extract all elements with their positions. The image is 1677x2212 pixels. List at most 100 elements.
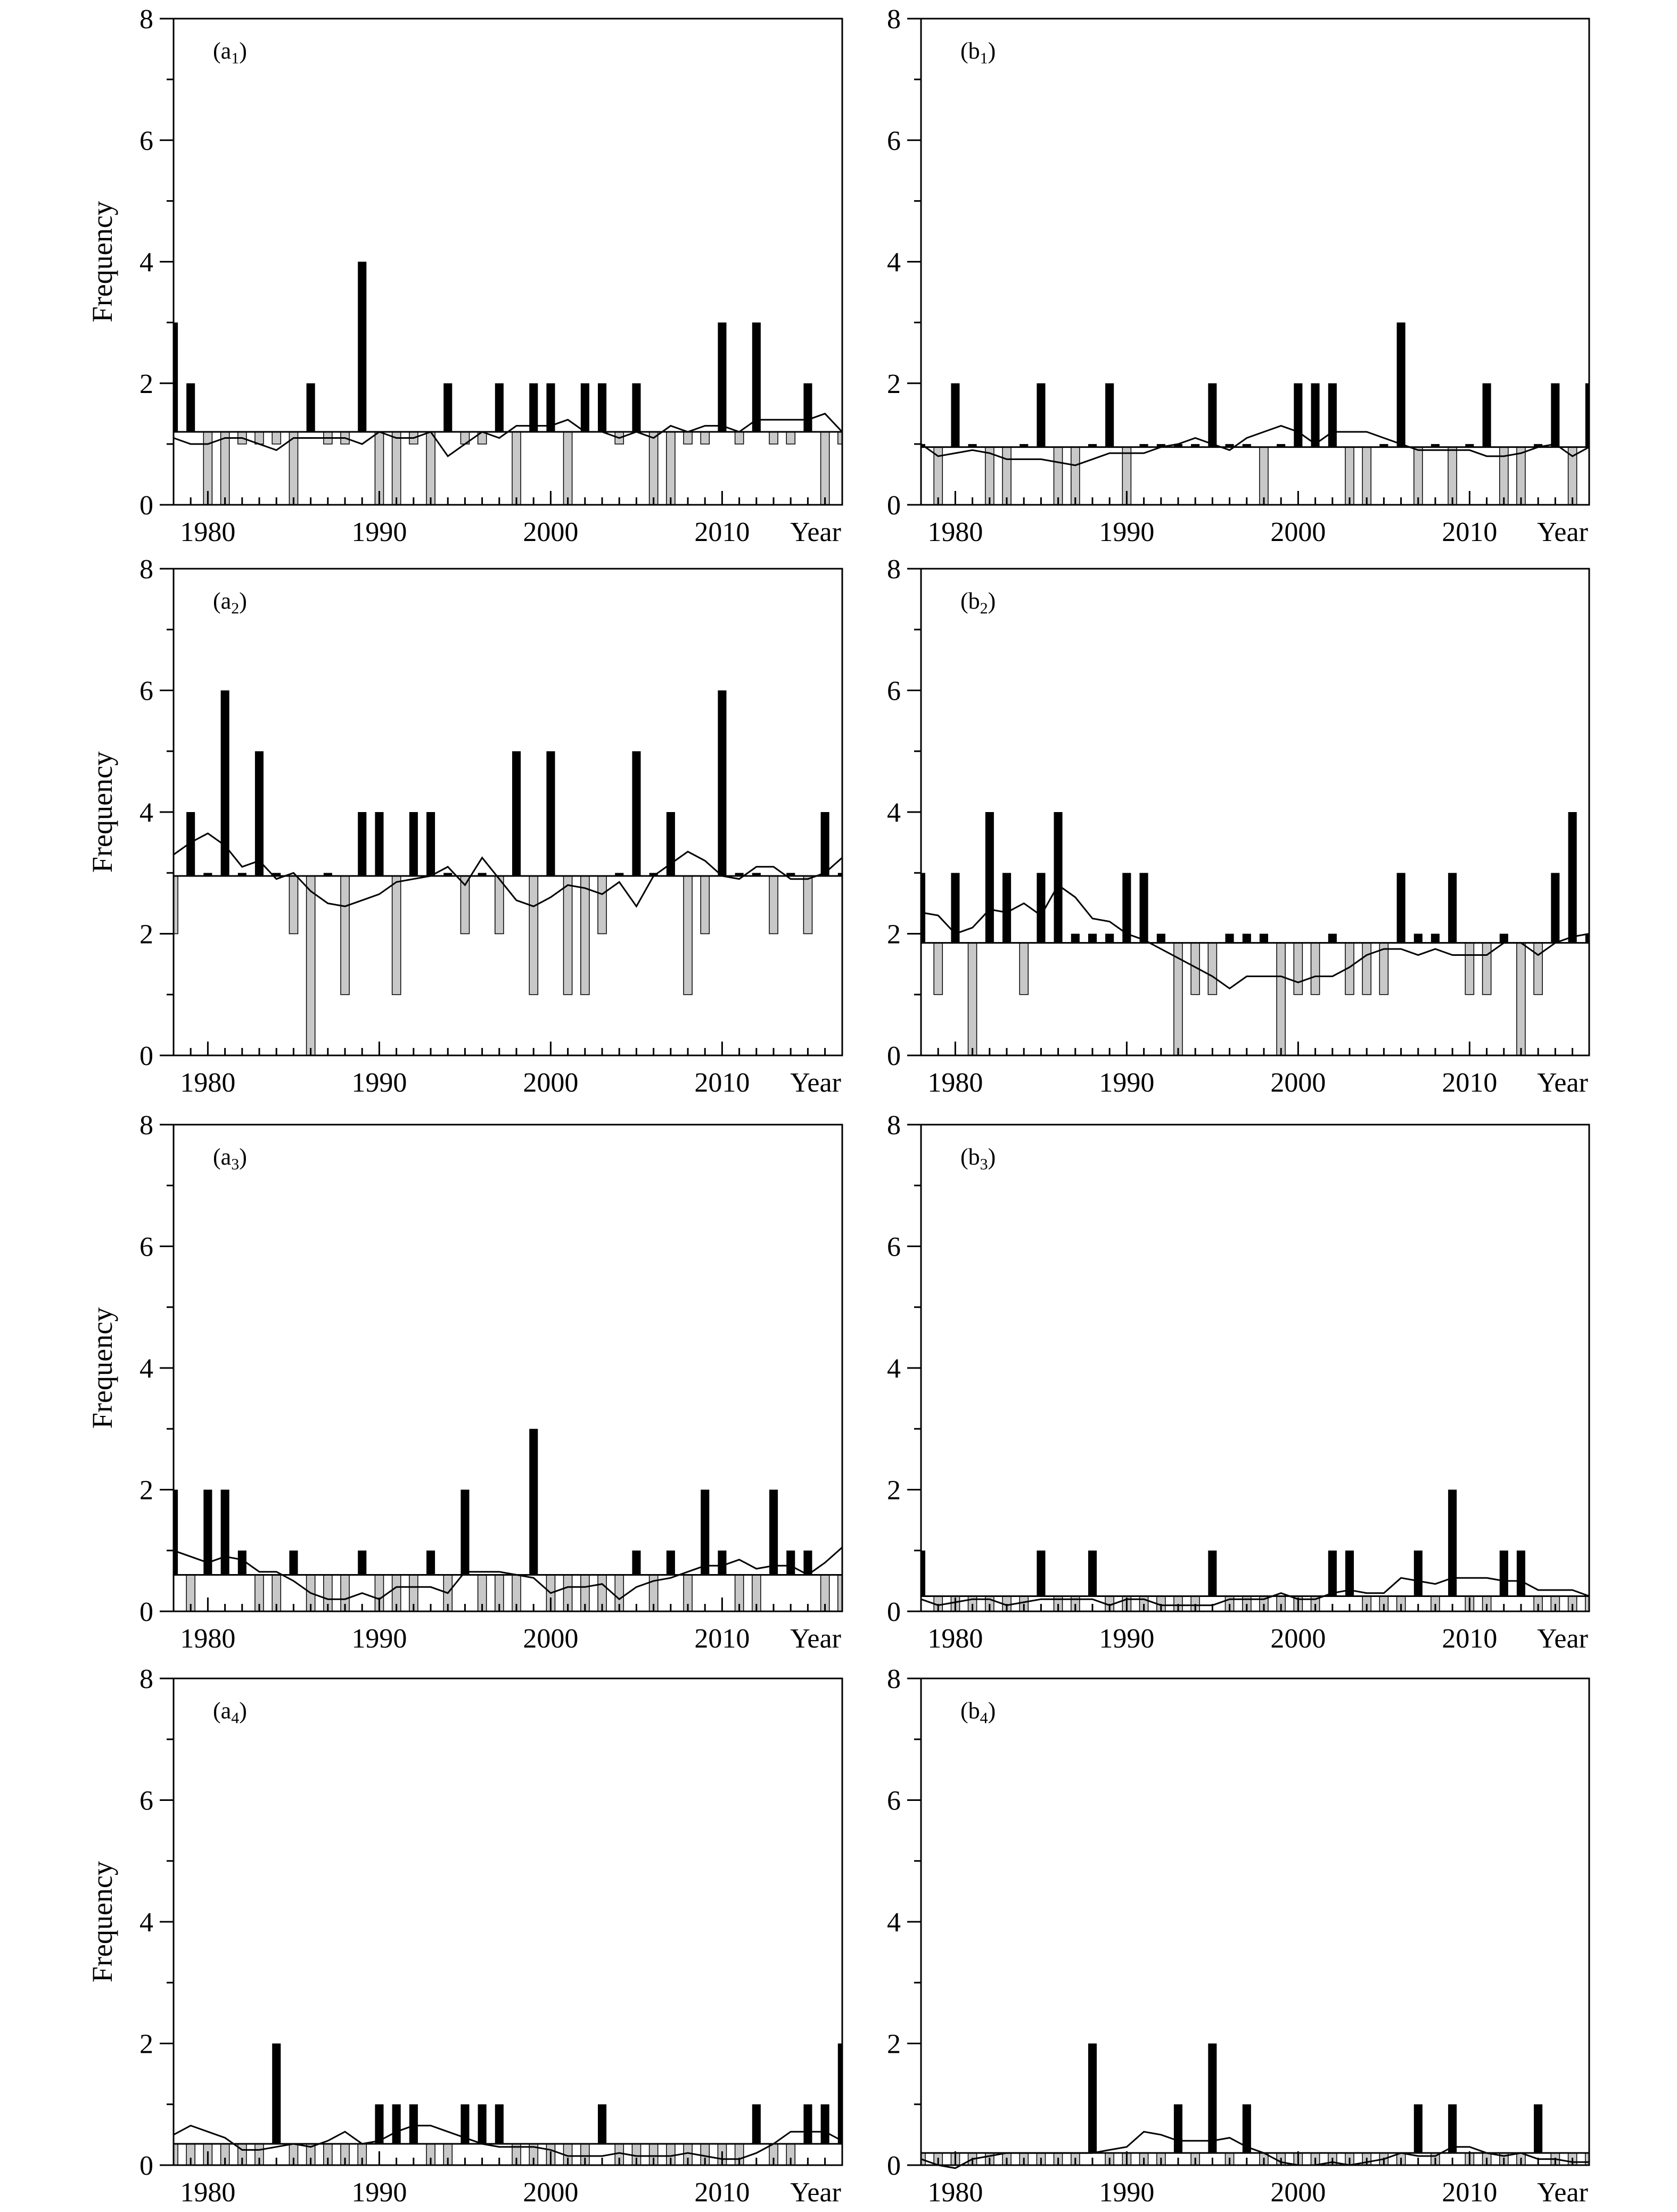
- y-tick-label: 2: [139, 369, 153, 399]
- x-tick-label: 2000: [1270, 1624, 1326, 1654]
- bar-1993: [1173, 444, 1182, 447]
- bar-1979: [186, 383, 195, 432]
- x-axis-title: Year: [790, 517, 841, 547]
- panel-label-main: (a: [213, 38, 231, 64]
- x-tick-label: 2000: [523, 1624, 578, 1654]
- bar-1997: [1242, 2104, 1251, 2153]
- bar-1981: [220, 690, 229, 876]
- bar-1999: [1276, 942, 1286, 1056]
- y-tick-label: 0: [139, 1597, 153, 1627]
- panel-label-main: (b: [960, 1698, 980, 1724]
- plot-frame: [172, 568, 843, 1056]
- bar-1989: [1105, 383, 1114, 447]
- panel-label-close: ): [988, 38, 996, 64]
- bar-2005: [632, 1550, 641, 1575]
- panel-label: (a4): [213, 1698, 247, 1727]
- bar-2002: [1328, 1550, 1337, 1596]
- y-tick-label: 8: [139, 1110, 153, 1141]
- y-tick-label: 8: [887, 1110, 901, 1141]
- bar-2003: [597, 875, 607, 935]
- panel-label-sub: 3: [980, 1156, 988, 1173]
- bar-1998: [1259, 446, 1269, 505]
- y-tick-label: 4: [887, 248, 901, 278]
- bar-1979: [186, 812, 195, 876]
- y-tick-label: 4: [139, 248, 153, 278]
- bar-1984: [272, 2043, 281, 2144]
- bar-1982: [237, 1550, 246, 1575]
- bar-1981: [220, 431, 230, 505]
- bar-1992: [1156, 933, 1165, 943]
- bar-1987: [1071, 933, 1080, 943]
- bar-1989: [1105, 933, 1114, 943]
- bar-2015: [1551, 873, 1560, 943]
- panel-label-close: ): [239, 588, 247, 614]
- panel-label-sub: 1: [231, 50, 239, 67]
- bar-2016: [1568, 812, 1577, 943]
- y-tick-label: 0: [887, 490, 901, 521]
- x-axis-title: Year: [790, 1624, 841, 1654]
- bar-2007: [1413, 933, 1423, 943]
- y-axis-title: Frequency: [86, 751, 118, 873]
- panel-label-sub: 3: [231, 1156, 239, 1173]
- bar-1980: [951, 873, 960, 943]
- x-tick-label: 1980: [927, 1068, 983, 1098]
- x-tick-label: 1990: [351, 2177, 407, 2208]
- bar-1988: [1088, 2043, 1097, 2153]
- panel-label-main: (a: [213, 1144, 231, 1170]
- y-tick-label: 2: [139, 920, 153, 950]
- bar-1980: [951, 383, 960, 447]
- bar-2011: [1482, 383, 1491, 447]
- bar-1985: [289, 1550, 298, 1575]
- y-tick-label: 2: [139, 2029, 153, 2060]
- bar-1999: [529, 875, 539, 995]
- bar-2011: [1482, 942, 1492, 995]
- bar-2014: [1534, 2104, 1543, 2153]
- x-tick-label: 1990: [1099, 1624, 1154, 1654]
- bar-2014: [1533, 942, 1543, 995]
- trend-line: [173, 1546, 843, 1601]
- bar-2006: [648, 431, 659, 505]
- bar-1983: [254, 751, 264, 876]
- x-tick-label: 1980: [180, 2177, 235, 2208]
- bar-1991: [1139, 444, 1148, 447]
- bar-2002: [580, 383, 589, 432]
- bar-2007: [1413, 1550, 1423, 1596]
- trend-line: [173, 832, 843, 908]
- plot-frame: [172, 1124, 843, 1612]
- bar-1980: [203, 1489, 212, 1575]
- bar-1986: [306, 875, 316, 1056]
- y-tick-label: 2: [887, 1476, 901, 1506]
- bar-2013: [1516, 446, 1526, 505]
- bar-1997: [1242, 933, 1251, 943]
- bar-1984: [272, 431, 282, 445]
- panel-label-main: (b: [960, 38, 980, 64]
- panel-label-sub: 1: [980, 50, 988, 67]
- bar-2013: [769, 431, 778, 445]
- panel-label-close: ): [988, 1698, 996, 1724]
- y-tick-label: 8: [139, 4, 153, 35]
- x-tick-label: 2010: [1442, 517, 1497, 547]
- bar-2009: [1448, 446, 1457, 505]
- bar-1994: [443, 873, 453, 876]
- bar-1991: [392, 2104, 401, 2144]
- bar-2014: [1534, 444, 1543, 447]
- x-tick-label: 2000: [1270, 1068, 1326, 1098]
- x-axis-title: Year: [1537, 517, 1588, 547]
- bar-2001: [1310, 942, 1320, 995]
- trend-line: [920, 883, 1590, 990]
- x-tick-label: 2000: [523, 2177, 578, 2208]
- bar-2010: [1465, 444, 1474, 447]
- bar-1986: [1054, 812, 1063, 943]
- bar-1982: [985, 446, 994, 505]
- bar-2004: [1362, 942, 1371, 995]
- bar-1997: [495, 383, 504, 432]
- y-tick-label: 4: [139, 1354, 153, 1384]
- bar-1981: [220, 1489, 229, 1575]
- y-tick-label: 8: [887, 1664, 901, 1694]
- bar-1988: [340, 875, 350, 995]
- y-tick-label: 4: [887, 1354, 901, 1384]
- bar-1986: [1053, 446, 1063, 505]
- plot-frame: [920, 1124, 1590, 1612]
